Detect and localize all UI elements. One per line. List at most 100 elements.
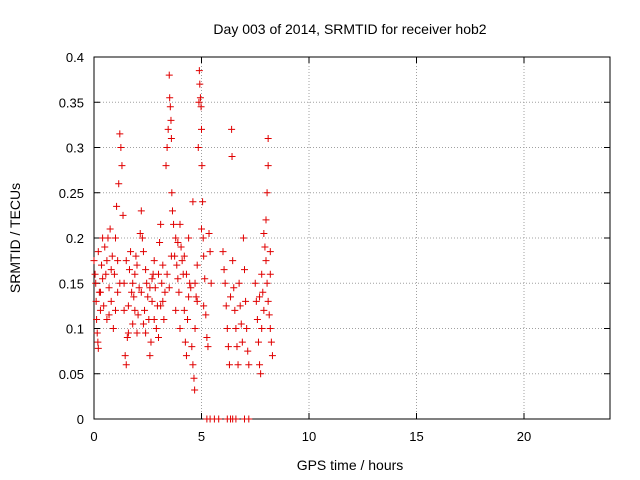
data-point xyxy=(118,162,126,170)
data-point xyxy=(220,266,228,274)
data-point xyxy=(148,275,156,283)
data-point xyxy=(131,306,139,314)
data-point xyxy=(245,415,253,423)
data-point xyxy=(176,325,184,332)
data-point xyxy=(162,162,170,170)
data-point xyxy=(175,288,183,296)
data-point xyxy=(159,297,167,305)
data-point xyxy=(265,311,273,319)
data-point xyxy=(242,297,250,305)
grid xyxy=(94,57,610,419)
data-point xyxy=(142,329,150,337)
x-tick-label: 0 xyxy=(90,429,97,444)
data-point xyxy=(260,229,268,237)
data-point xyxy=(129,279,137,287)
data-point xyxy=(205,229,213,237)
data-point xyxy=(195,67,203,75)
data-point xyxy=(105,311,113,319)
data-point xyxy=(94,248,102,256)
data-point xyxy=(165,71,173,79)
data-point xyxy=(117,144,125,151)
data-point xyxy=(121,352,129,360)
data-point xyxy=(258,325,266,332)
x-tick-label: 20 xyxy=(517,429,531,444)
data-point xyxy=(144,293,152,301)
data-point xyxy=(266,248,274,256)
data-point xyxy=(191,386,199,394)
data-point xyxy=(167,116,175,124)
data-point xyxy=(176,220,184,228)
data-point xyxy=(191,279,199,287)
data-point xyxy=(107,266,115,274)
data-point xyxy=(167,252,175,260)
data-point xyxy=(101,243,109,251)
y-tick-label: 0.35 xyxy=(59,95,84,110)
data-point xyxy=(256,361,264,369)
x-tick-label: 10 xyxy=(302,429,316,444)
data-point xyxy=(127,248,135,256)
data-point xyxy=(112,306,119,314)
data-point xyxy=(194,144,202,151)
data-point xyxy=(188,343,196,351)
data-point xyxy=(159,261,167,269)
data-point xyxy=(221,279,229,287)
data-point xyxy=(137,288,145,296)
data-point xyxy=(185,234,193,242)
data-point xyxy=(193,261,201,269)
data-point xyxy=(148,297,156,305)
data-point xyxy=(131,270,139,278)
data-point xyxy=(124,302,132,310)
data-point xyxy=(264,297,272,305)
data-point xyxy=(120,306,128,314)
data-point xyxy=(168,207,176,215)
data-point xyxy=(112,234,119,242)
data-point xyxy=(108,252,116,260)
data-point xyxy=(164,125,172,133)
data-point xyxy=(268,352,276,360)
data-point xyxy=(96,306,104,314)
data-point xyxy=(259,288,267,296)
data-point xyxy=(207,279,215,287)
data-point xyxy=(204,343,212,351)
data-point xyxy=(110,270,118,278)
data-point xyxy=(160,315,168,323)
data-point xyxy=(152,325,160,332)
data-point xyxy=(155,270,162,278)
data-point xyxy=(116,279,124,287)
data-point xyxy=(128,288,136,296)
y-tick-label: 0 xyxy=(77,412,84,427)
chart-title: Day 003 of 2014, SRMTID for receiver hob… xyxy=(213,21,486,37)
data-point xyxy=(236,302,244,310)
data-point xyxy=(107,297,115,305)
data-point xyxy=(241,266,248,274)
data-point xyxy=(119,211,127,219)
data-point xyxy=(137,207,145,215)
data-point xyxy=(134,311,142,319)
data-point xyxy=(122,257,130,265)
data-point xyxy=(189,198,197,206)
data-point xyxy=(193,297,201,305)
data-point xyxy=(99,234,107,242)
data-point xyxy=(139,320,147,328)
data-point xyxy=(116,130,124,138)
data-point xyxy=(129,320,137,328)
data-point xyxy=(103,315,111,323)
data-point xyxy=(198,162,206,170)
data-point xyxy=(200,252,208,260)
data-point xyxy=(142,266,150,274)
data-point xyxy=(191,325,199,332)
data-point xyxy=(197,103,205,111)
data-point xyxy=(114,288,122,296)
data-point xyxy=(235,279,243,287)
y-tick-label: 0.1 xyxy=(66,322,84,337)
data-point xyxy=(264,162,272,170)
data-point xyxy=(157,220,165,228)
data-point xyxy=(215,415,223,423)
data-point xyxy=(156,239,164,247)
data-point xyxy=(245,361,253,369)
data-point xyxy=(267,338,275,346)
data-point xyxy=(189,361,197,369)
data-point xyxy=(138,234,146,242)
data-point xyxy=(180,306,188,314)
